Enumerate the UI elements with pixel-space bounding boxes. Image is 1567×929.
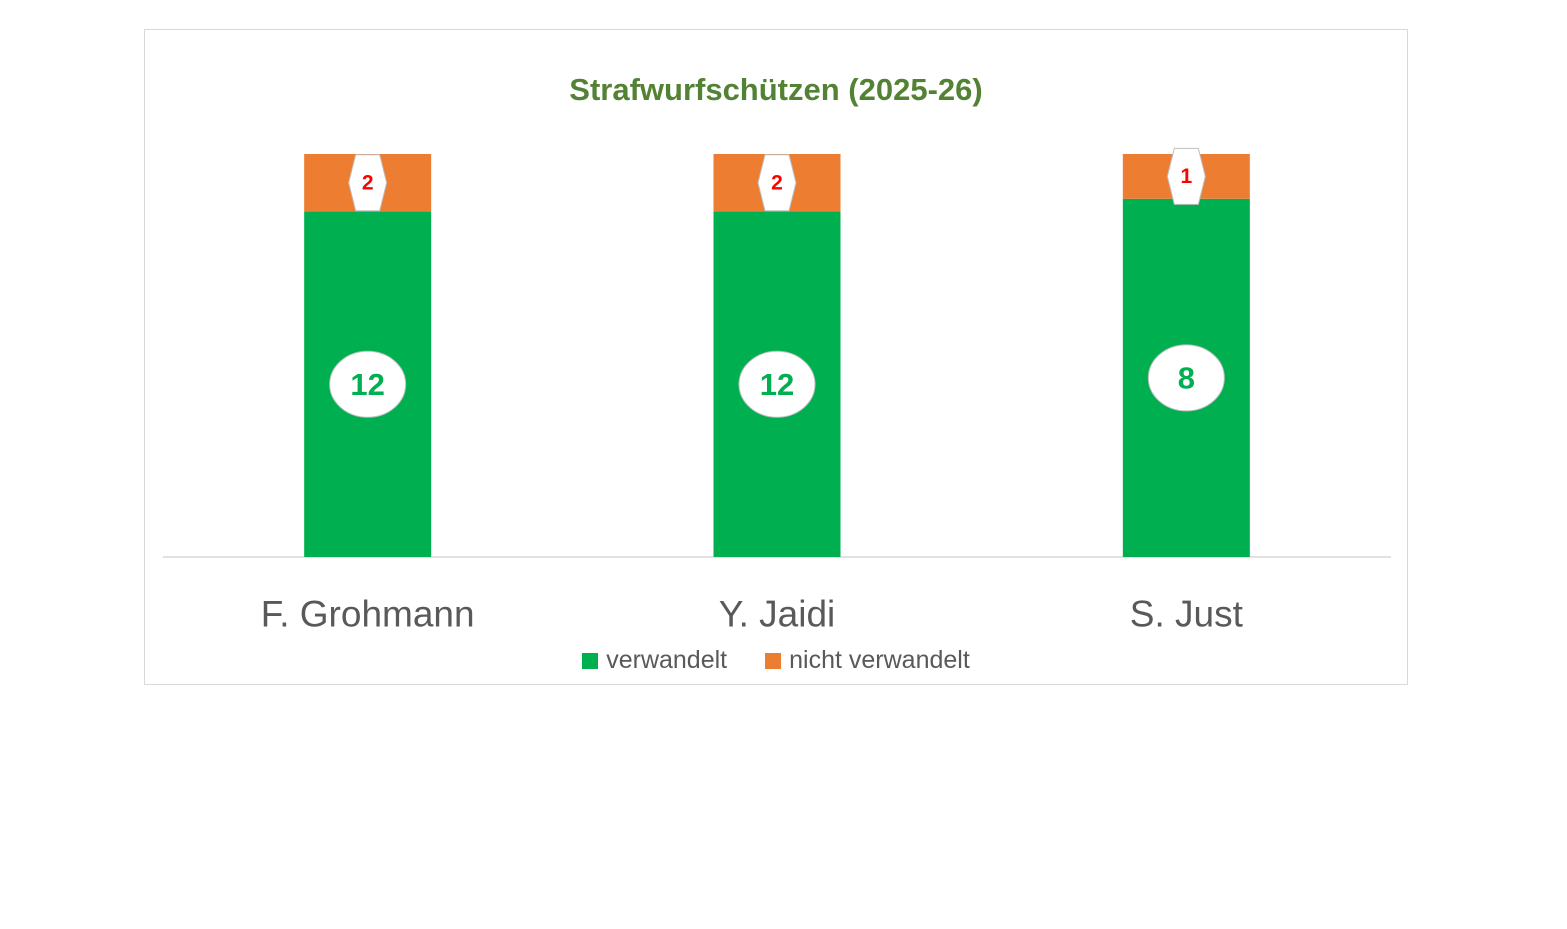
legend-item-verwandelt: verwandelt — [582, 646, 727, 675]
data-label-verwandelt-2: 12 — [760, 367, 794, 402]
category-label-2: Y. Jaidi — [719, 594, 836, 635]
label-bubble-nicht-verwandelt-2 — [757, 154, 797, 212]
label-bubble-verwandelt-3 — [1147, 344, 1225, 412]
legend-label-nicht-verwandelt: nicht verwandelt — [789, 646, 970, 674]
chart-plot: 12 2 F. Grohmann 12 2 Y. Jaidi 8 1 S. Just — [163, 147, 1391, 635]
label-bubble-nicht-verwandelt-1 — [348, 154, 388, 212]
data-label-verwandelt-1: 12 — [350, 367, 384, 402]
data-label-nicht-verwandelt-2: 2 — [771, 171, 783, 194]
category-label-3: S. Just — [1130, 594, 1244, 635]
category-label-1: F. Grohmann — [261, 594, 475, 635]
data-label-nicht-verwandelt-1: 2 — [362, 171, 374, 194]
legend-item-nicht-verwandelt: nicht verwandelt — [765, 646, 970, 675]
chart-frame: 12 2 F. Grohmann 12 2 Y. Jaidi 8 1 S. Just Straf… — [144, 29, 1408, 685]
label-bubble-nicht-verwandelt-3 — [1166, 147, 1206, 205]
legend-label-verwandelt: verwandelt — [606, 646, 728, 674]
chart-title: Strafwurfschützen (2025-26) — [569, 72, 983, 107]
label-bubble-verwandelt-1 — [329, 350, 407, 418]
data-label-verwandelt-3: 8 — [1178, 360, 1195, 395]
legend-swatch-nicht-verwandelt — [765, 652, 782, 669]
legend: verwandelt nicht verwandelt — [145, 646, 1407, 675]
data-label-nicht-verwandelt-3: 1 — [1180, 165, 1192, 188]
legend-swatch-verwandelt — [582, 652, 599, 669]
label-bubble-verwandelt-2 — [738, 350, 816, 418]
